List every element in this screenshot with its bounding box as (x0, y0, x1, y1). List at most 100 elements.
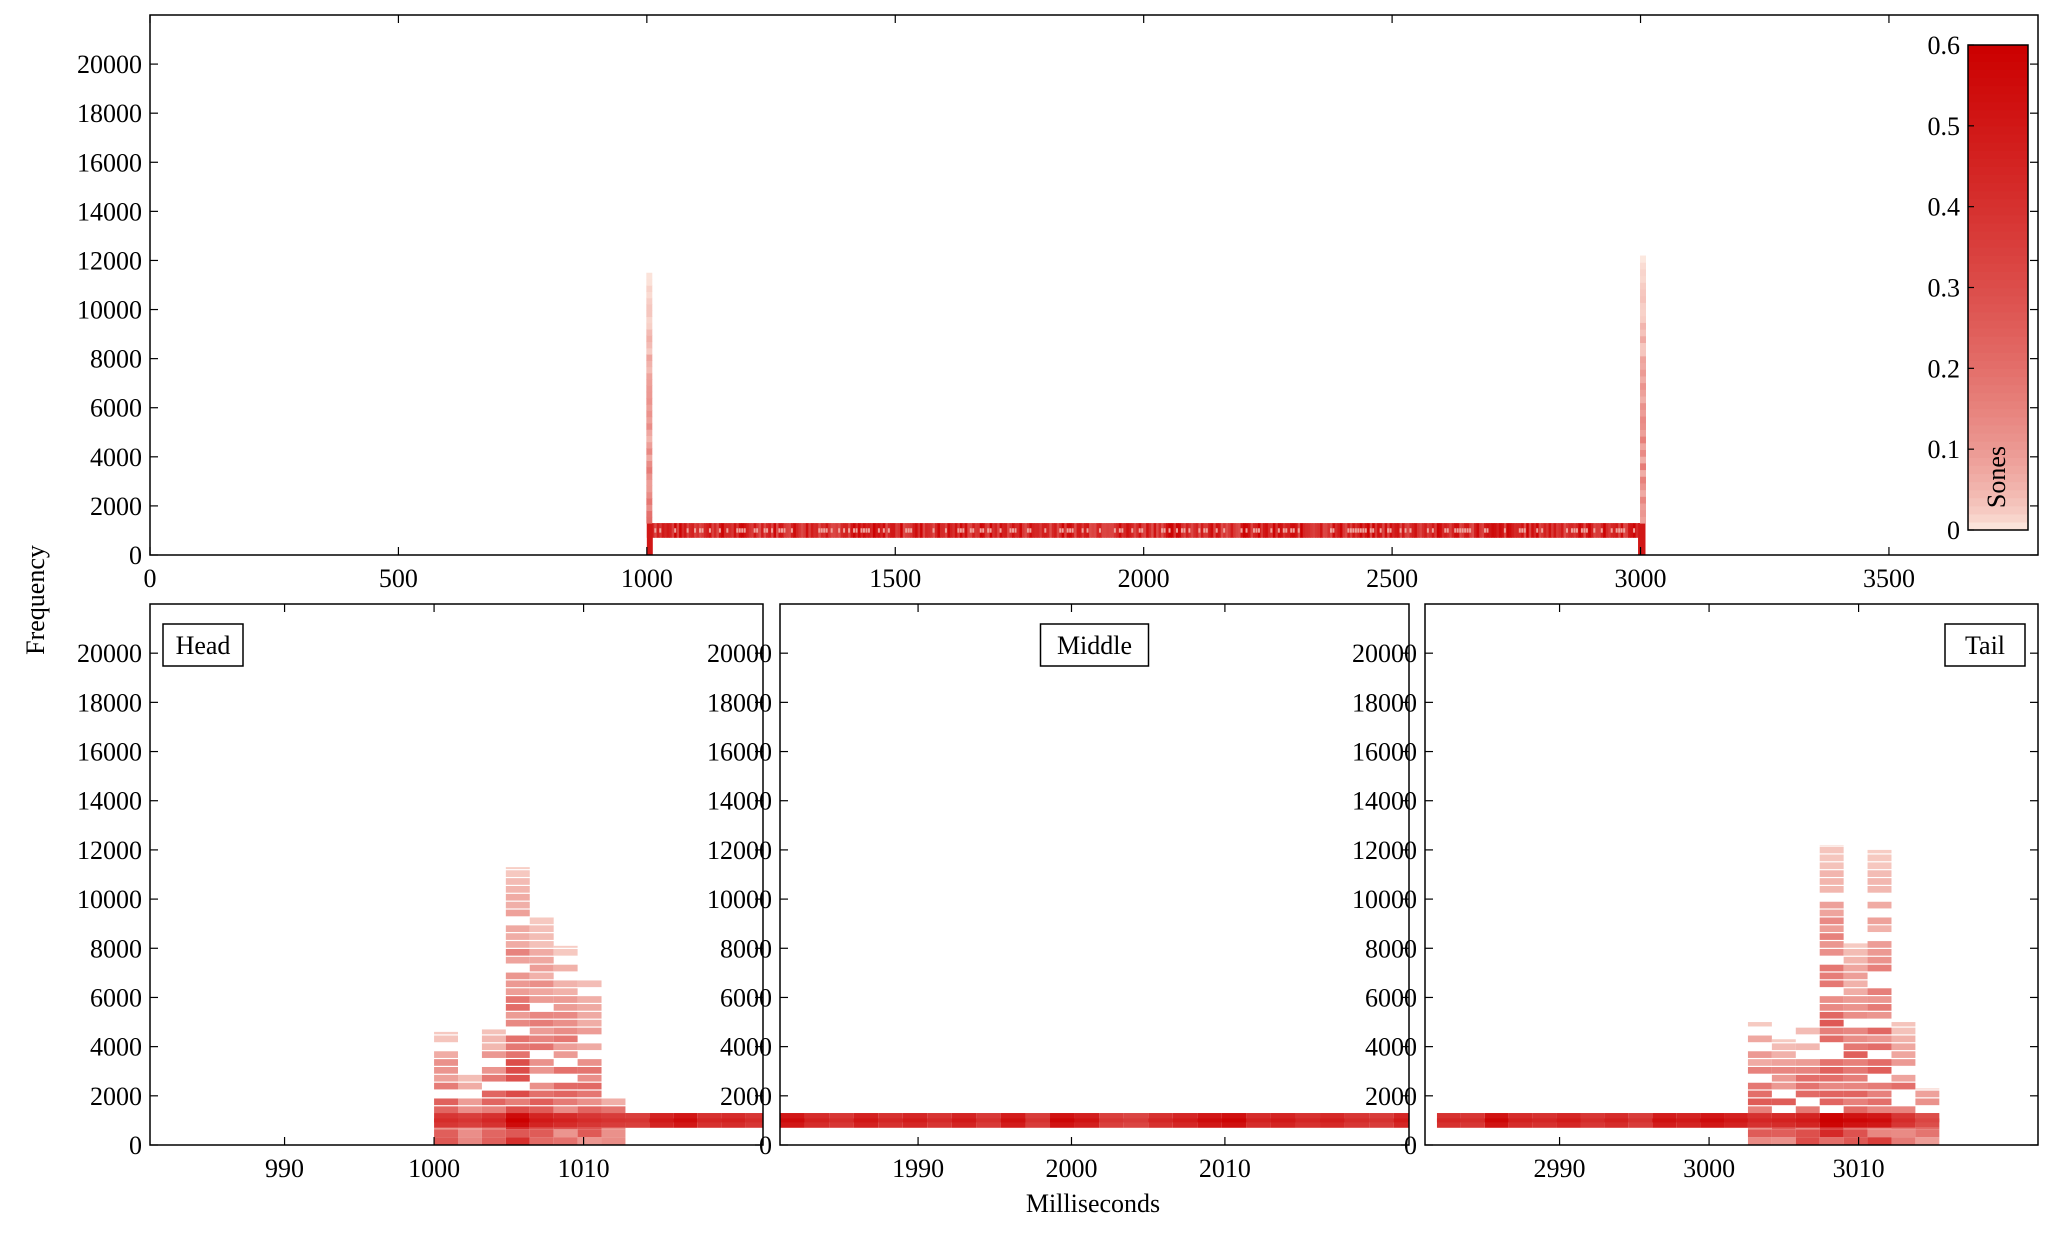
head-tone-core (625, 1118, 650, 1123)
offset-splatter (1640, 429, 1646, 437)
tone-cell (1156, 523, 1160, 538)
tail-tone-core (1460, 1118, 1485, 1123)
tone-cell-gap (1069, 528, 1072, 533)
tone-cell (967, 523, 971, 538)
tone-cell-gap (756, 528, 759, 533)
tone-cell-gap (1566, 528, 1568, 533)
head-low-cell (553, 1129, 578, 1138)
middle-title: Middle (1057, 631, 1132, 660)
tail-x-tick-label: 3000 (1683, 1154, 1735, 1183)
head-splatter-cell (553, 988, 578, 995)
tail-spectrum-column (1676, 1113, 1701, 1128)
tail-low-cell (1843, 1127, 1868, 1130)
tone-cell-gap (1252, 528, 1255, 533)
onset-splatter (646, 447, 653, 455)
middle-tone-core (1123, 1118, 1149, 1123)
head-splatter-cell (529, 980, 554, 988)
offset-splatter (1640, 369, 1646, 377)
head-splatter-cell (434, 1082, 458, 1090)
tail-splatter-cell (1867, 862, 1892, 870)
tail-y-tick-label: 12000 (1352, 836, 1417, 865)
middle-spectrum-column (976, 1113, 1001, 1128)
tone-cell (1553, 523, 1557, 538)
head-low-cell (481, 1129, 506, 1138)
head-spectrum-column (721, 1113, 746, 1128)
tail-splatter-cell (1867, 1059, 1892, 1066)
head-splatter-cell (577, 1082, 602, 1090)
offset-splatter (1640, 449, 1646, 457)
tail-tone-core (1819, 1118, 1844, 1123)
tone-cell (1148, 523, 1152, 538)
onset-splatter (646, 441, 653, 449)
head-tone-core (529, 1118, 554, 1123)
colorbar-swatch (1968, 368, 2028, 378)
tail-spectrum-column (1604, 1113, 1629, 1128)
tone-cell-gap (989, 528, 992, 533)
tail-x-tick-label: 3010 (1833, 1154, 1885, 1183)
tail-splatter-cell (1843, 1011, 1868, 1019)
tail-splatter-cell (1819, 964, 1844, 972)
head-tone-core (745, 1118, 763, 1123)
tone-cell (1166, 523, 1170, 538)
tone-cell (1625, 523, 1629, 538)
tone-cell (1002, 523, 1006, 538)
tail-low-cell (1843, 1129, 1868, 1138)
tone-cell (922, 523, 926, 538)
tail-low-cell (1771, 1127, 1796, 1130)
tone-cell (977, 523, 981, 538)
head-splatter-cell (553, 1090, 578, 1098)
tail-splatter-cell (1867, 870, 1892, 877)
tail-tone-core (1532, 1118, 1557, 1123)
tone-cell (1421, 523, 1425, 538)
tail-splatter-cell (1843, 1059, 1868, 1066)
tone-cell (681, 523, 685, 538)
head-x-tick-label: 990 (265, 1154, 304, 1183)
tone-cell-gap (1362, 528, 1365, 533)
tone-cell (890, 523, 894, 538)
head-splatter-cell (577, 1043, 602, 1051)
tone-cell (1287, 523, 1291, 538)
colorbar-tick-label: 0.2 (1928, 354, 1961, 383)
tail-low-cell (1771, 1137, 1796, 1145)
head-splatter-cell (505, 878, 530, 885)
colorbar-swatch (1968, 392, 2028, 402)
tail-splatter-cell (1819, 870, 1844, 877)
tone-cell (1238, 523, 1242, 538)
onset-splatter (646, 291, 653, 299)
tail-splatter-cell (1747, 1098, 1772, 1106)
offset-splatter (1640, 262, 1646, 270)
tone-cell (1074, 523, 1078, 538)
tone-cell (1476, 523, 1480, 538)
tone-cell (1613, 523, 1617, 538)
tail-splatter-cell (1747, 1035, 1772, 1043)
tail-low-cell (1747, 1137, 1772, 1145)
tone-cell-gap (1585, 528, 1588, 533)
tone-cell (1339, 523, 1343, 538)
head-splatter-cell (553, 1019, 578, 1027)
tone-cell-gap (1071, 528, 1074, 533)
tail-splatter-cell (1867, 1043, 1892, 1051)
middle-y-tick-label: 10000 (707, 885, 772, 914)
tone-cell (1568, 523, 1572, 538)
tone-cell (1377, 523, 1381, 538)
tone-cell (1595, 523, 1599, 538)
tail-splatter-cell (1843, 1098, 1868, 1106)
colorbar-swatch (1968, 424, 2028, 434)
tail-splatter-cell (1843, 1066, 1868, 1074)
tone-cell-gap (741, 528, 744, 533)
tail-splatter-cell (1843, 1035, 1868, 1043)
tone-cell-gap (1118, 528, 1121, 533)
colorbar-swatch (1968, 190, 2028, 200)
tone-cell-gap (1372, 528, 1375, 533)
tone-cell (1511, 523, 1515, 538)
tone-cell-gap (1575, 528, 1578, 533)
head-splatter-cell (505, 901, 530, 909)
head-splatter-cell (505, 886, 530, 893)
tail-splatter-cell (1843, 988, 1868, 995)
tone-cell (1031, 523, 1035, 538)
tone-cell-gap (654, 528, 657, 533)
tail-splatter-cell (1819, 933, 1844, 940)
tone-cell (684, 523, 688, 538)
tone-cell-gap (830, 528, 833, 533)
onset-splatter (646, 391, 653, 399)
